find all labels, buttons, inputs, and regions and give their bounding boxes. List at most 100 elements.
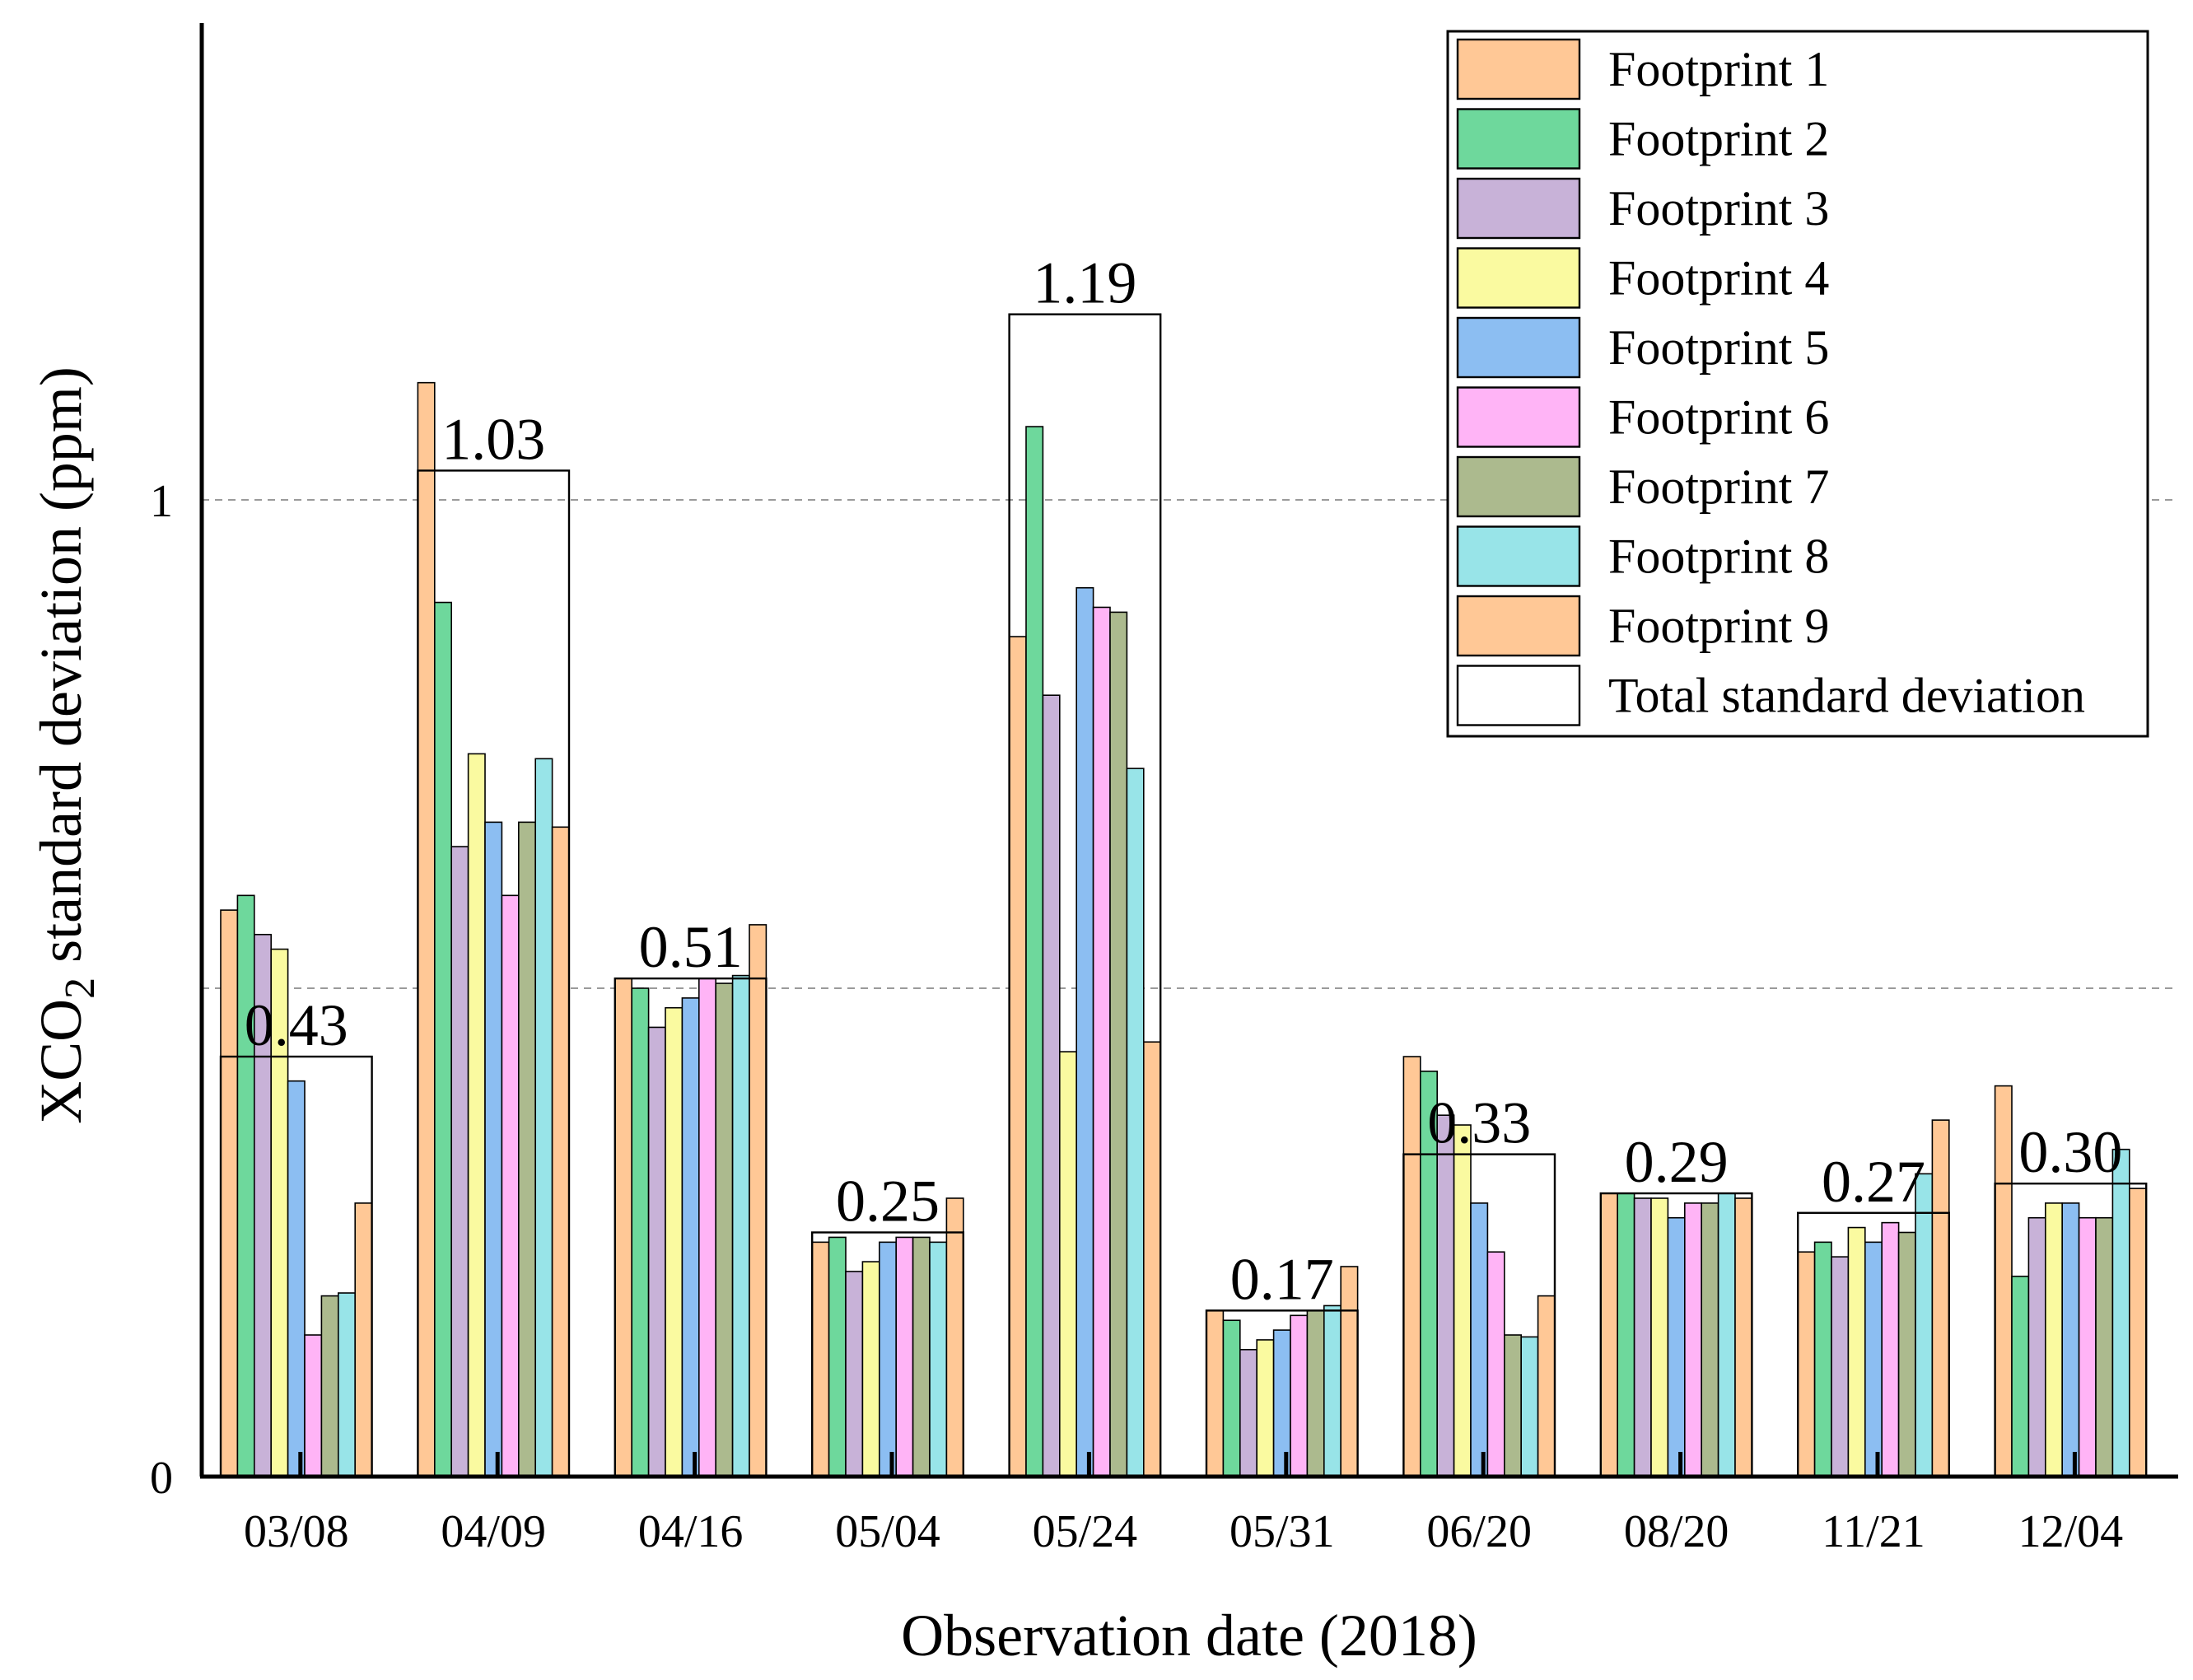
bar-03-08-footprint-6 <box>304 1334 323 1477</box>
legend-swatch-2 <box>1456 108 1581 170</box>
x-tick-label-6: 06/20 <box>1426 1506 1532 1557</box>
bar-12-04-footprint-6 <box>2078 1216 2097 1477</box>
legend-swatch-10 <box>1456 665 1581 726</box>
total-std-label-03-08: 0.43 <box>245 992 348 1058</box>
bar-06-20-footprint-6 <box>1486 1251 1505 1477</box>
bar-05-24-footprint-7 <box>1109 611 1128 1477</box>
total-std-label-05-31: 0.17 <box>1230 1246 1334 1312</box>
bar-05-04-footprint-1 <box>811 1241 830 1477</box>
bar-05-31-footprint-8 <box>1323 1304 1342 1477</box>
bar-08-20-footprint-3 <box>1633 1197 1652 1477</box>
legend-swatch-5 <box>1456 316 1581 379</box>
x-tick-label-2: 04/16 <box>638 1506 744 1557</box>
bars <box>220 381 2148 1477</box>
bar-04-16-footprint-8 <box>731 974 750 1477</box>
bar-12-04-footprint-2 <box>2011 1276 2030 1477</box>
bar-03-08-footprint-1 <box>220 909 239 1477</box>
bar-04-16-footprint-7 <box>715 982 734 1477</box>
total-std-label-04-16: 0.51 <box>639 914 743 980</box>
legend-label-4: Footprint 4 <box>1608 251 1829 306</box>
bar-08-20-footprint-8 <box>1717 1192 1736 1477</box>
bar-05-24-footprint-9 <box>1143 1041 1162 1477</box>
bar-06-20-footprint-7 <box>1504 1334 1523 1477</box>
y-axis-title: XCO2 standard deviation (ppm) <box>28 366 104 1124</box>
legend-swatch-1 <box>1456 38 1581 100</box>
bar-04-16-footprint-3 <box>647 1026 666 1477</box>
bar-05-24-footprint-3 <box>1042 694 1061 1477</box>
x-ticks: 03/08 04/09 04/16 05/04 05/24 05/31 06/20 08/20… <box>244 1452 2123 1557</box>
legend-label-3: Footprint 3 <box>1608 181 1829 236</box>
bar-08-20-footprint-6 <box>1684 1202 1703 1477</box>
bar-05-04-footprint-6 <box>895 1236 914 1477</box>
bar-05-04-footprint-8 <box>929 1241 948 1477</box>
y-tick-label-1: 1 <box>150 476 173 527</box>
total-std-label-12-04: 0.30 <box>2018 1119 2122 1185</box>
bar-04-16-footprint-5 <box>681 997 700 1477</box>
bar-12-04-footprint-8 <box>2111 1148 2130 1477</box>
legend-swatch-9 <box>1456 595 1581 657</box>
bar-05-24-footprint-4 <box>1059 1051 1078 1477</box>
bar-11-21-footprint-6 <box>1881 1221 1900 1477</box>
legend-swatch-3 <box>1456 177 1581 240</box>
bar-04-09-footprint-2 <box>433 601 452 1477</box>
bar-08-20-footprint-1 <box>1600 1192 1619 1477</box>
total-std-label-05-24: 1.19 <box>1033 250 1136 316</box>
legend: Footprint 1 Footprint 2 Footprint 3 Footpri… <box>1446 30 2149 738</box>
bar-05-24-footprint-5 <box>1076 586 1094 1477</box>
axes <box>199 23 2178 1479</box>
bar-06-20-footprint-3 <box>1436 1114 1455 1477</box>
legend-swatch-8 <box>1456 525 1581 587</box>
x-axis-title: Observation date (2018) <box>901 1603 1477 1668</box>
bar-12-04-footprint-1 <box>1994 1085 2013 1477</box>
bar-05-24-footprint-6 <box>1092 606 1111 1477</box>
x-tick-label-4: 05/24 <box>1033 1506 1138 1557</box>
legend-swatch-4 <box>1456 247 1581 309</box>
bar-04-09-footprint-4 <box>467 753 486 1477</box>
bar-05-04-footprint-9 <box>945 1197 964 1477</box>
bar-04-09-footprint-1 <box>417 381 436 1477</box>
bar-11-21-footprint-5 <box>1864 1241 1883 1477</box>
bar-04-09-footprint-8 <box>534 758 553 1477</box>
bar-05-31-footprint-3 <box>1239 1349 1258 1477</box>
total-std-boxes: 0.43 1.03 0.51 0.25 1.19 0.17 0.33 0.29 0.27 0.30 <box>219 250 2148 1478</box>
bar-05-31-footprint-1 <box>1206 1309 1225 1477</box>
bar-04-16-footprint-1 <box>614 978 632 1477</box>
x-tick-label-7: 08/20 <box>1624 1506 1729 1557</box>
bar-04-09-footprint-9 <box>551 826 570 1477</box>
total-std-label-05-04: 0.25 <box>836 1169 940 1234</box>
bar-05-24-footprint-8 <box>1126 768 1145 1477</box>
bar-04-09-footprint-7 <box>517 821 536 1477</box>
bar-03-08-footprint-7 <box>320 1295 339 1477</box>
bar-05-31-footprint-7 <box>1306 1309 1325 1477</box>
bar-03-08-footprint-9 <box>354 1202 373 1477</box>
y-axis-title-prefix: XCO <box>28 999 94 1124</box>
y-axis-title-suffix: standard deviation (ppm) <box>28 366 94 978</box>
bar-12-04-footprint-3 <box>2027 1216 2046 1477</box>
bar-05-31-footprint-4 <box>1256 1339 1275 1477</box>
bar-05-04-footprint-5 <box>879 1241 898 1477</box>
bar-12-04-footprint-7 <box>2095 1216 2114 1477</box>
x-tick-label-3: 05/04 <box>835 1506 940 1557</box>
legend-label-7: Footprint 7 <box>1608 460 1829 514</box>
bar-04-16-footprint-9 <box>749 924 768 1477</box>
bar-05-31-footprint-9 <box>1340 1266 1359 1477</box>
bar-11-21-footprint-9 <box>1931 1119 1950 1477</box>
bar-08-20-footprint-7 <box>1701 1202 1719 1477</box>
bar-04-09-footprint-5 <box>484 821 503 1477</box>
bar-06-20-footprint-9 <box>1537 1295 1556 1477</box>
y-ticks: 01 <box>150 476 173 1504</box>
y-axis-title-subscript: 2 <box>57 978 104 999</box>
bar-11-21-footprint-3 <box>1831 1256 1850 1477</box>
bar-05-04-footprint-3 <box>845 1271 864 1477</box>
bar-04-16-footprint-2 <box>631 987 650 1477</box>
x-tick-label-8: 11/21 <box>1822 1506 1925 1557</box>
bar-04-16-footprint-4 <box>665 1006 684 1477</box>
bar-06-20-footprint-4 <box>1453 1124 1472 1477</box>
legend-label-6: Footprint 6 <box>1608 390 1829 445</box>
bar-05-24-footprint-2 <box>1025 426 1044 1477</box>
bar-08-20-footprint-2 <box>1617 1192 1635 1477</box>
bar-08-20-footprint-4 <box>1650 1197 1669 1477</box>
bar-03-08-footprint-2 <box>236 894 255 1477</box>
